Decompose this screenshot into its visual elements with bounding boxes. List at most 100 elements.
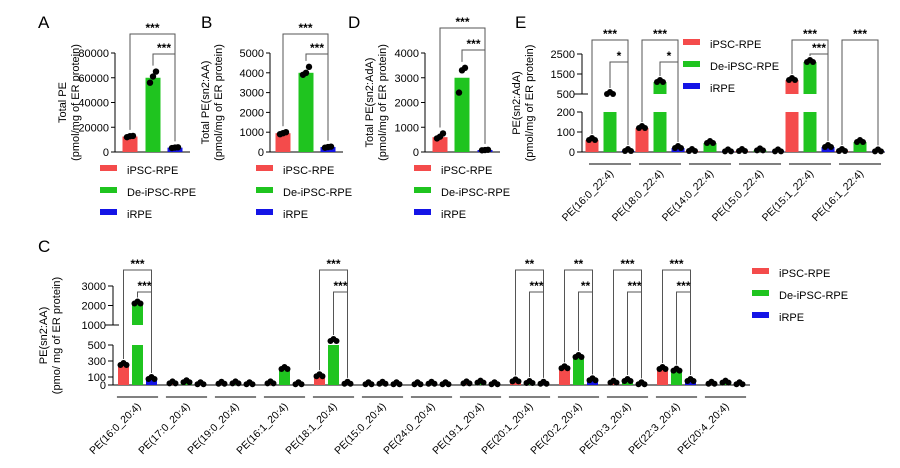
panel-letter: B — [201, 13, 212, 32]
y-tick-label: 0 — [569, 147, 575, 159]
bar-De-iPSC-RPE — [279, 369, 290, 385]
y-tick-label: 2000 — [82, 301, 106, 313]
legend-label: De-iPSC-RPE — [779, 290, 848, 302]
bar-iPSC-RPE-upper — [785, 80, 799, 94]
y-tick-label: 1000 — [240, 127, 264, 139]
data-point — [710, 140, 716, 146]
bar-De-iPSC-RPE — [653, 112, 667, 152]
legend-label: De-iPSC-RPE — [441, 187, 510, 199]
legend-label: iRPE — [441, 209, 466, 221]
data-point — [578, 354, 585, 360]
data-point — [319, 373, 326, 380]
y-axis-subtitle: (pmol/mg of ER protein) — [213, 44, 225, 161]
panel-letter: D — [348, 13, 360, 32]
significance-bracket — [333, 291, 348, 378]
significance-label: * — [667, 49, 672, 63]
bar-De-iPSC-RPE-upper — [803, 62, 817, 94]
y-tick-label: 2000 — [240, 107, 264, 119]
bar-iPSC-RPE — [510, 381, 521, 385]
data-point — [778, 148, 784, 155]
panel-letter: E — [515, 13, 526, 32]
y-axis-subtitle: (pmol/mg of ER protein) — [524, 45, 536, 162]
bar-iRPE — [821, 147, 835, 152]
data-point — [494, 381, 501, 388]
legend-swatch-iRPE — [256, 209, 273, 215]
x-tick-label: PE(16:1_22:4) — [810, 168, 866, 224]
significance-bracket — [676, 291, 691, 375]
legend-swatch-iRPE — [752, 312, 769, 318]
y-axis-subtitle: (pmol/mg of ER protein) — [377, 44, 389, 161]
y-tick-label: 200 — [557, 107, 575, 119]
y-tick-label: 0 — [103, 147, 109, 159]
bar-iPSC-RPE — [608, 382, 619, 385]
x-tick-label: PE(16:0_22:4) — [560, 168, 616, 224]
bar-De-iPSC-RPE — [475, 382, 486, 385]
bar-iRPE — [146, 379, 157, 385]
data-point — [431, 380, 438, 387]
bar-De-iPSC-RPE — [328, 345, 339, 385]
data-point — [725, 379, 732, 386]
panel-B: B 0 1000 2000 3000 4000 5000 Total PE(sn2:AA) (p… — [200, 13, 352, 221]
data-point — [282, 129, 290, 136]
data-point — [368, 381, 375, 388]
significance-bracket — [809, 53, 829, 141]
y-tick-label: 3000 — [82, 281, 106, 293]
y-tick-label: 4000 — [240, 68, 264, 80]
significance-bracket — [137, 291, 152, 373]
bar-iPSC-RPE — [585, 140, 599, 152]
y-tick-label: 40000 — [78, 98, 109, 110]
y-axis-title: Total PE — [57, 82, 69, 123]
significance-label: *** — [130, 257, 144, 271]
bar-De-iPSC-RPE — [181, 382, 192, 385]
data-point — [137, 300, 144, 307]
data-point — [690, 378, 697, 384]
y-tick-label: 3000 — [395, 73, 419, 85]
data-point — [152, 68, 160, 75]
significance-label: *** — [812, 41, 826, 55]
data-point — [660, 79, 666, 85]
bar-De-iPSC-RPE — [298, 72, 314, 152]
y-axis-subtitle: (pmol/mg of ER protein) — [70, 44, 82, 161]
bar-iRPE — [671, 148, 685, 152]
data-point — [174, 144, 182, 151]
data-point — [439, 130, 447, 137]
data-point — [613, 379, 620, 386]
legend-label: iPSC-RPE — [710, 39, 761, 51]
panel-letter: C — [38, 237, 50, 256]
data-point — [711, 380, 718, 387]
significance-label: *** — [803, 27, 817, 41]
legend-label: iRPE — [283, 209, 308, 221]
significance-bracket — [609, 61, 629, 145]
bar-iPSC-RPE — [118, 365, 129, 385]
y-axis-title: Total PE(sn2:AdA) — [364, 58, 376, 148]
data-point — [249, 381, 256, 388]
data-point — [529, 380, 536, 386]
significance-bracket — [627, 291, 642, 379]
panel-letter: A — [38, 13, 50, 32]
data-point — [221, 380, 228, 387]
bar-iPSC-RPE — [657, 369, 668, 385]
significance-bracket — [841, 39, 879, 146]
bar-iPSC-RPE — [314, 376, 325, 385]
y-tick-label: 0 — [258, 147, 264, 159]
data-point — [333, 338, 340, 344]
bar-De-iPSC-RPE — [603, 112, 617, 152]
data-point — [739, 381, 746, 388]
legend-swatch-iPSC-RPE — [100, 165, 117, 171]
y-axis-title: PE(sn2:AA) — [38, 307, 50, 364]
data-point — [327, 143, 335, 150]
significance-bracket — [152, 53, 176, 142]
x-tick-label: PE(15:1_22:4) — [760, 168, 816, 224]
significance-bracket — [578, 291, 593, 375]
y-tick-label: 5000 — [240, 48, 264, 60]
significance-bracket — [659, 61, 679, 142]
y-axis-title: PE(sn2:AdA) — [511, 71, 523, 135]
data-point — [564, 365, 571, 372]
y-tick-label: 1500 — [551, 69, 575, 81]
legend-label: iPSC-RPE — [441, 165, 492, 177]
significance-label: *** — [137, 279, 151, 293]
panel-D: D 0 1000 2000 3000 4000 Total PE(sn2:AdA) (pmol… — [348, 13, 510, 221]
x-tick-label: PE(20:4_20:4) — [675, 401, 731, 457]
data-point — [628, 148, 634, 154]
x-tick-label: PE(14:0_22:4) — [660, 168, 716, 224]
